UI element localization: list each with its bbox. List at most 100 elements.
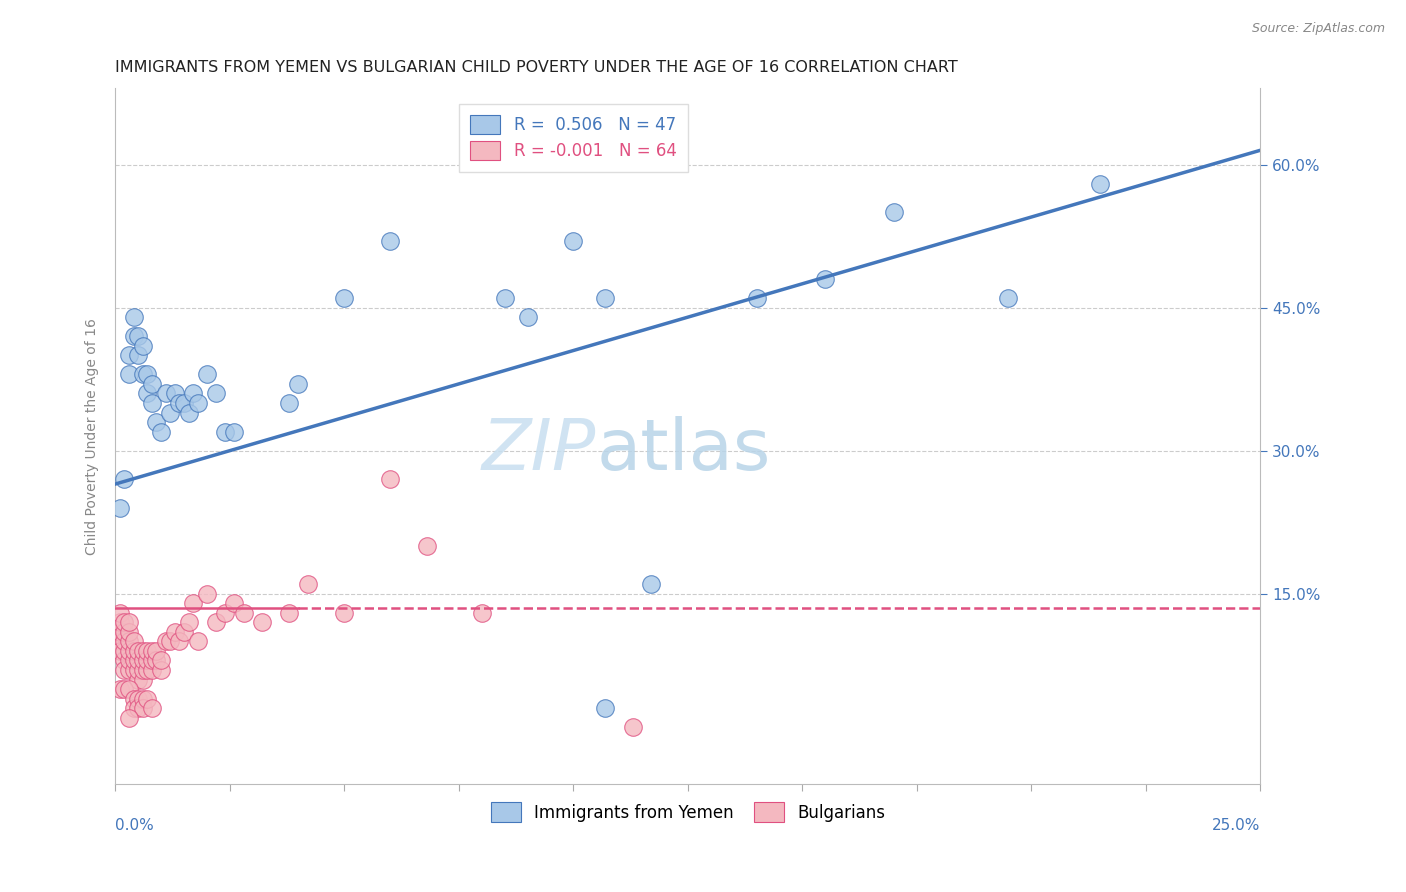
Point [118,634,141,648]
Point [141,701,163,715]
Point [127,329,149,343]
Point [195,587,218,601]
Point [136,691,159,706]
Point [118,615,141,630]
Text: atlas: atlas [596,416,770,484]
Point [122,663,145,677]
Point [232,606,254,620]
Point [127,653,149,667]
Point [118,624,141,639]
Point [640,577,662,591]
Point [333,606,356,620]
Point [122,653,145,667]
Point [205,615,228,630]
Point [118,368,141,382]
Point [127,348,149,362]
Point [159,634,181,648]
Point [127,691,149,706]
Text: 25.0%: 25.0% [1212,818,1260,833]
Point [127,673,149,687]
Point [595,701,617,715]
Point [163,624,186,639]
Point [169,396,191,410]
Point [114,634,136,648]
Point [169,634,191,648]
Point [224,425,246,439]
Point [595,291,617,305]
Point [132,368,155,382]
Y-axis label: Child Poverty Under the Age of 16: Child Poverty Under the Age of 16 [86,318,100,555]
Point [278,396,301,410]
Point [141,663,163,677]
Point [136,663,159,677]
Point [108,644,131,658]
Point [378,234,401,248]
Point [114,653,136,667]
Point [297,577,319,591]
Point [132,673,155,687]
Point [163,386,186,401]
Point [1088,177,1111,191]
Point [108,682,131,697]
Point [114,624,136,639]
Point [122,701,145,715]
Point [108,615,131,630]
Point [205,386,228,401]
Point [132,653,155,667]
Point [145,653,167,667]
Point [114,682,136,697]
Point [177,615,200,630]
Point [122,691,145,706]
Point [250,615,273,630]
Point [114,644,136,658]
Point [132,663,155,677]
Point [150,653,173,667]
Point [181,596,204,610]
Point [114,615,136,630]
Point [132,339,155,353]
Point [516,310,538,325]
Point [214,606,236,620]
Point [416,539,439,553]
Point [132,691,155,706]
Point [621,720,644,734]
Point [224,596,246,610]
Text: 0.0%: 0.0% [115,818,155,833]
Point [494,291,516,305]
Point [127,644,149,658]
Point [122,634,145,648]
Point [108,606,131,620]
Point [562,234,585,248]
Point [997,291,1019,305]
Point [108,624,131,639]
Point [136,653,159,667]
Point [145,415,167,429]
Point [118,348,141,362]
Point [181,386,204,401]
Point [333,291,356,305]
Point [814,272,837,286]
Point [136,644,159,658]
Point [114,663,136,677]
Point [114,472,136,486]
Point [127,663,149,677]
Point [122,329,145,343]
Point [118,682,141,697]
Point [145,644,167,658]
Point [278,606,301,620]
Text: ZIP: ZIP [482,416,596,484]
Point [177,405,200,419]
Point [108,500,131,515]
Text: Source: ZipAtlas.com: Source: ZipAtlas.com [1251,22,1385,36]
Point [122,310,145,325]
Point [187,634,209,648]
Point [745,291,768,305]
Point [378,472,401,486]
Point [471,606,494,620]
Point [118,653,141,667]
Point [127,701,149,715]
Point [141,644,163,658]
Point [118,711,141,725]
Point [141,653,163,667]
Point [136,368,159,382]
